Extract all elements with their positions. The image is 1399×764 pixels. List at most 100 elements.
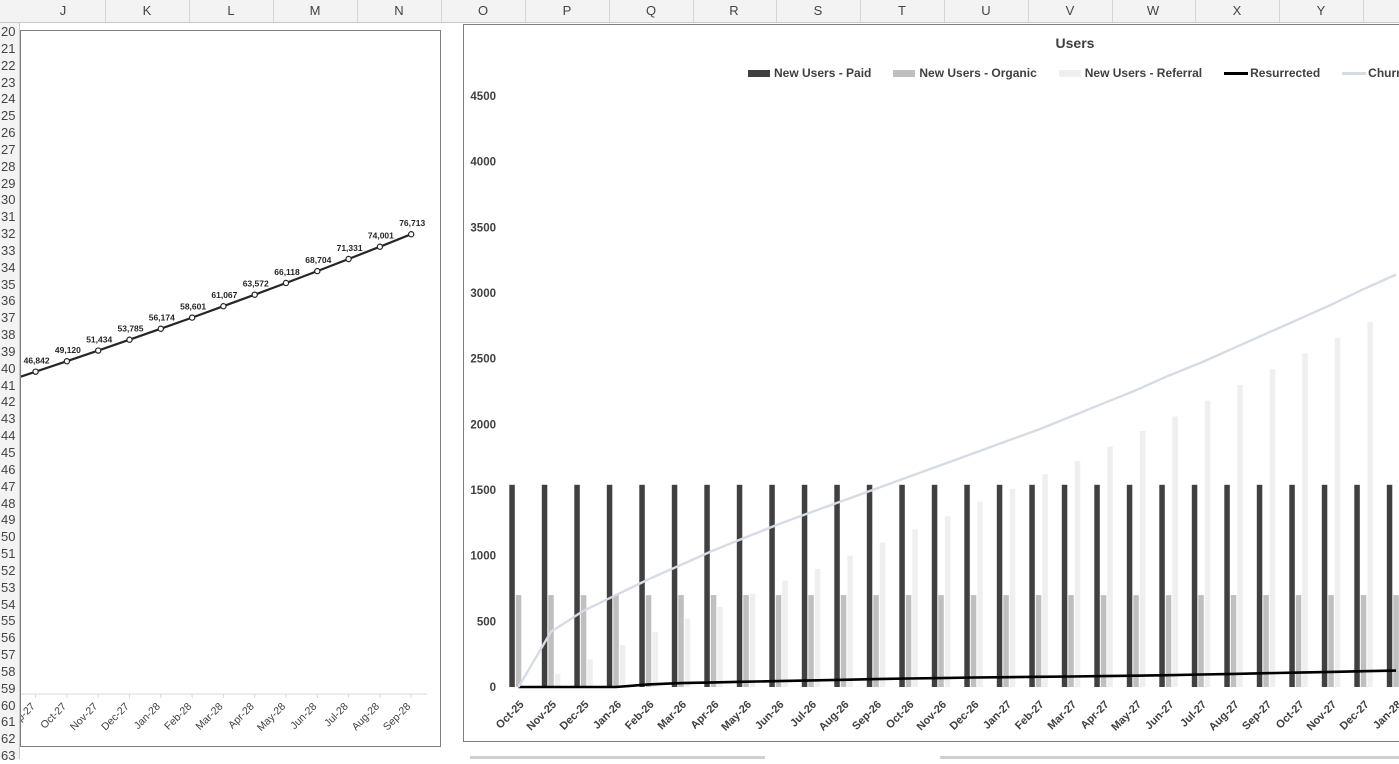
data-point [157,325,164,332]
row-header-52[interactable]: 52 [1,562,16,578]
row-header-40[interactable]: 40 [1,360,16,376]
x-tick-label: p-27 [21,701,38,724]
column-divider[interactable] [273,0,274,22]
y-tick-label: 500 [477,616,496,628]
row-header-44[interactable]: 44 [1,428,16,444]
row-header-35[interactable]: 35 [1,276,16,292]
row-header-41[interactable]: 41 [1,377,16,393]
column-divider[interactable] [1279,0,1280,22]
row-header-51[interactable]: 51 [1,546,16,562]
bar-new-users-referral [879,542,886,687]
bar-new-users-referral [1042,474,1048,687]
column-header-O[interactable]: O [477,3,489,18]
column-header-Q[interactable]: Q [645,3,657,18]
cumulative-line-chart[interactable]: 46,842 49,120 51,434 53,785 56,174 58,601 61,0… [20,30,441,747]
row-header-25[interactable]: 25 [1,108,16,124]
row-header-42[interactable]: 42 [1,394,16,410]
horizontal-scrollbar-right[interactable] [940,756,1399,759]
row-header-54[interactable]: 54 [1,596,16,612]
column-header-W[interactable]: W [1146,3,1160,18]
data-label: 61,067 [211,290,237,300]
column-header-P[interactable]: P [562,3,572,18]
row-header-34[interactable]: 34 [1,259,16,275]
row-header-22[interactable]: 22 [1,57,16,73]
row-header-31[interactable]: 31 [1,209,16,225]
row-header-38[interactable]: 38 [1,327,16,343]
column-divider[interactable] [693,0,694,22]
column-header-T[interactable]: T [898,3,906,18]
column-divider[interactable] [189,0,190,22]
row-header-57[interactable]: 57 [1,647,16,663]
row-header-50[interactable]: 50 [1,529,16,545]
row-header-60[interactable]: 60 [1,697,16,713]
bar-new-users-organic [840,595,847,687]
x-tick-label: Oct-27 [38,701,69,732]
bar-new-users-referral [847,555,853,687]
x-tick-label: Nov-26 [915,699,949,733]
column-header-U[interactable]: U [981,3,991,18]
column-divider[interactable] [1195,0,1196,22]
row-header-62[interactable]: 62 [1,731,16,747]
row-header-58[interactable]: 58 [1,663,16,679]
column-header-X[interactable]: X [1232,3,1242,18]
column-divider[interactable] [105,0,106,22]
column-header-Y[interactable]: Y [1316,3,1326,18]
row-header-28[interactable]: 28 [1,158,16,174]
column-header-S[interactable]: S [813,3,823,18]
row-header-32[interactable]: 32 [1,226,16,242]
column-divider[interactable] [944,0,945,22]
column-header-K[interactable]: K [142,3,152,18]
column-header-L[interactable]: L [227,3,235,18]
column-header-N[interactable]: N [394,3,404,18]
row-header-37[interactable]: 37 [1,310,16,326]
row-header-43[interactable]: 43 [1,411,16,427]
row-header-20[interactable]: 20 [1,24,16,39]
column-divider[interactable] [609,0,610,22]
bar-new-users-referral [684,618,691,687]
row-header-59[interactable]: 59 [1,680,16,696]
data-label: 49,120 [55,345,81,355]
row-header-33[interactable]: 33 [1,242,16,258]
x-tick-label: May-28 [255,701,288,734]
row-header-39[interactable]: 39 [1,343,16,359]
column-header-R[interactable]: R [729,3,739,18]
row-header-36[interactable]: 36 [1,293,16,309]
row-header-55[interactable]: 55 [1,613,16,629]
column-divider[interactable] [525,0,526,22]
row-header-30[interactable]: 30 [1,192,16,208]
row-header-48[interactable]: 48 [1,495,16,511]
column-divider[interactable] [1028,0,1029,22]
data-label: 71,331 [337,243,363,253]
column-header-V[interactable]: V [1065,3,1075,18]
row-header-46[interactable]: 46 [1,461,16,477]
row-header-45[interactable]: 45 [1,445,16,460]
row-header-49[interactable]: 49 [1,512,16,528]
column-divider[interactable] [441,0,442,22]
data-point [126,336,133,343]
left-chart-svg: 46,842 49,120 51,434 53,785 56,174 58,601 61,0… [21,218,427,734]
bar-new-users-organic [1230,595,1237,687]
users-chart[interactable]: 0 500 1000 1500 2000 2500 3000 3500 4000 4500 Oct-… [463,24,1399,742]
horizontal-scrollbar-left[interactable] [470,756,765,759]
row-header-53[interactable]: 53 [1,579,16,595]
x-tick-label: Jan-27 [981,699,1014,732]
row-header-23[interactable]: 23 [1,74,16,90]
column-divider[interactable] [357,0,358,22]
row-header-27[interactable]: 27 [1,141,16,157]
column-divider[interactable] [1112,0,1113,22]
row-header-29[interactable]: 29 [1,175,16,191]
x-tick-label: Jul-27 [1178,699,1209,730]
row-header-47[interactable]: 47 [1,478,16,494]
column-header-J[interactable]: J [59,3,67,18]
row-header-56[interactable]: 56 [1,630,16,646]
column-divider[interactable] [1363,0,1364,22]
row-header-61[interactable]: 61 [1,714,16,730]
column-divider[interactable] [776,0,777,22]
row-header-24[interactable]: 24 [1,91,16,107]
column-header-M[interactable]: M [309,3,321,18]
row-header-63[interactable]: 63 [1,748,16,764]
bar-new-users-referral [1107,446,1113,687]
row-header-26[interactable]: 26 [1,125,16,141]
column-divider[interactable] [860,0,861,22]
row-header-21[interactable]: 21 [1,40,16,56]
